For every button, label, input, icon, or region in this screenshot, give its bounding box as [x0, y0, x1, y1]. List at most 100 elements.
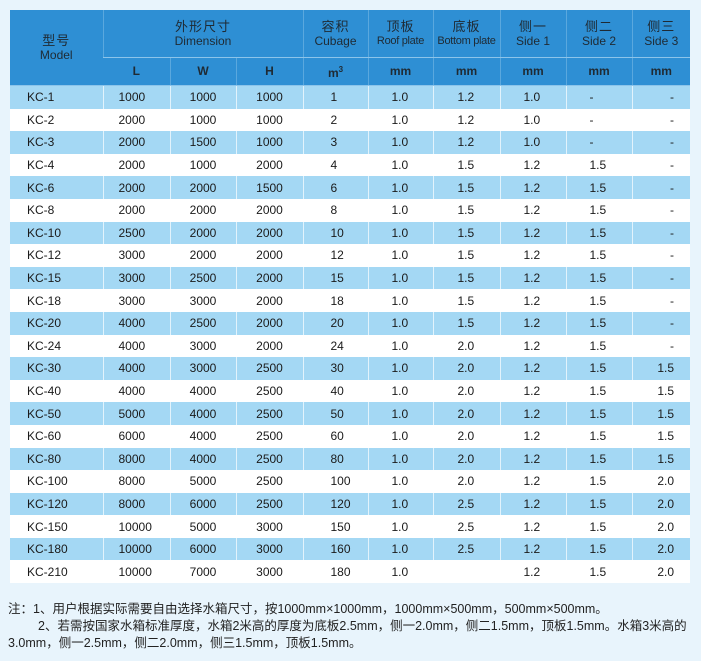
cell-cubage: 8: [302, 198, 368, 222]
cell-side2: 1.5: [565, 221, 632, 245]
unit-roof: mm: [367, 57, 433, 86]
cell-model: KC-120: [10, 492, 103, 516]
cell-roof-plate: 1.0: [367, 153, 433, 177]
header-side2-en: Side 2: [581, 33, 617, 48]
cell-side1: 1.2: [499, 379, 566, 403]
cell-bottom-plate: 1.5: [432, 266, 500, 290]
cell-side1: 1.0: [499, 108, 566, 132]
cell-height: 2500: [235, 470, 303, 493]
cell-cubage: 40: [302, 379, 368, 403]
table-row: KC-20 4000 2500 2000 20 1.0 1.5 1.2 1.5-: [10, 311, 690, 335]
cell-side2: 1.5: [565, 470, 632, 493]
cell-side2: 1.5: [565, 153, 632, 177]
cell-length: 8000: [102, 492, 170, 516]
cell-side3: -: [631, 289, 690, 312]
header-side3-zh: 侧三: [647, 18, 676, 34]
cell-side2: -: [565, 85, 632, 109]
cell-side2: -: [565, 131, 632, 154]
cell-model: KC-24: [10, 334, 103, 358]
header-dimension-zh: 外形尺寸: [174, 18, 231, 34]
cell-cubage: 30: [302, 357, 368, 380]
notes-section: 注：1、用户根据实际需要自由选择水箱尺寸，按1000mm×1000mm，1000…: [8, 601, 701, 652]
header-cubage-en: Cubage: [314, 33, 357, 48]
cell-side1: 1.2: [499, 334, 566, 358]
table-row: KC-8 2000 2000 2000 8 1.0 1.5 1.2 1.5-: [10, 198, 690, 222]
table-row: KC-120 8000 6000 2500 120 1.0 2.5 1.2 1.5 2.0: [10, 492, 690, 516]
cell-model: KC-10: [10, 221, 103, 245]
cell-model: KC-180: [10, 537, 103, 561]
cell-model: KC-20: [10, 311, 103, 335]
cell-roof-plate: 1.0: [367, 492, 433, 516]
table-row: KC-80 8000 4000 2500 80 1.0 2.0 1.2 1.5 1.5: [10, 447, 690, 471]
table-row: KC-210 10000 7000 3000 180 1.0 1.2 1.5 2.0: [10, 560, 690, 584]
header-side2-zh: 侧二: [584, 18, 613, 34]
cell-length: 2000: [102, 131, 170, 154]
cell-height: 2500: [235, 424, 303, 448]
cell-cubage: 6: [302, 176, 368, 199]
header-side1-zh: 侧一: [518, 18, 547, 34]
cell-height: 3000: [235, 537, 303, 561]
table-row: KC-40 4000 4000 2500 40 1.0 2.0 1.2 1.5 1.5: [10, 379, 690, 403]
cell-side2: -: [565, 108, 632, 132]
unit-cubage-base: m: [327, 66, 339, 80]
cell-height: 2000: [235, 221, 303, 245]
cell-cubage: 2: [302, 108, 368, 132]
cell-side1: 1.0: [499, 131, 566, 154]
cell-roof-plate: 1.0: [367, 537, 433, 561]
cell-bottom-plate: 1.2: [432, 108, 500, 132]
cell-width: 6000: [169, 492, 236, 516]
cell-height: 1500: [235, 176, 303, 199]
cell-side1: 1.0: [499, 85, 566, 109]
cell-width: 2500: [169, 266, 236, 290]
cell-side2: 1.5: [565, 357, 632, 380]
cell-side3: 1.5: [631, 379, 690, 403]
cell-side2: 1.5: [565, 447, 632, 471]
cell-model: KC-4: [10, 153, 103, 177]
cell-bottom-plate: 2.0: [432, 357, 500, 380]
cell-side3: -: [631, 198, 690, 222]
table-row: KC-4 2000 1000 2000 4 1.0 1.5 1.2 1.5-: [10, 153, 690, 177]
cell-roof-plate: 1.0: [367, 108, 433, 132]
cell-side1: 1.2: [499, 198, 566, 222]
header-side2: 侧二 Side 2: [565, 10, 632, 58]
cell-side2: 1.5: [565, 334, 632, 358]
cell-bottom-plate: 2.5: [432, 515, 500, 538]
cell-width: 7000: [169, 560, 236, 584]
cell-height: 2000: [235, 198, 303, 222]
cell-length: 4000: [102, 357, 170, 380]
cell-side2: 1.5: [565, 537, 632, 561]
header-model-zh: 型号: [42, 32, 71, 48]
table-header: 型号 Model 外形尺寸 Dimension 容积 Cubage 顶板 Roo…: [10, 10, 690, 86]
cell-width: 3000: [169, 289, 236, 312]
cell-bottom-plate: 1.2: [432, 85, 500, 109]
header-model-en: Model: [39, 47, 73, 62]
cell-roof-plate: 1.0: [367, 334, 433, 358]
unit-side2: mm: [565, 57, 632, 86]
cell-width: 2500: [169, 311, 236, 335]
header-side1: 侧一 Side 1: [499, 10, 566, 58]
header-cubage-zh: 容积: [321, 18, 350, 34]
header-bottom-plate-en: Bottom plate: [437, 34, 496, 47]
cell-cubage: 18: [302, 289, 368, 312]
header-side1-en: Side 1: [515, 33, 551, 48]
cell-roof-plate: 1.0: [367, 198, 433, 222]
cell-side2: 1.5: [565, 244, 632, 267]
cell-length: 2500: [102, 221, 170, 245]
cell-width: 2000: [169, 198, 236, 222]
cell-side2: 1.5: [565, 560, 632, 584]
cell-roof-plate: 1.0: [367, 289, 433, 312]
cell-roof-plate: 1.0: [367, 379, 433, 403]
table-row: KC-24 4000 3000 2000 24 1.0 2.0 1.2 1.5-: [10, 334, 690, 358]
table-row: KC-150 10000 5000 3000 150 1.0 2.5 1.2 1.5 2.0: [10, 515, 690, 538]
cell-bottom-plate: 2.5: [432, 537, 500, 561]
cell-side2: 1.5: [565, 515, 632, 538]
cell-bottom-plate: 2.0: [432, 334, 500, 358]
cell-side2: 1.5: [565, 266, 632, 290]
cell-width: 4000: [169, 402, 236, 425]
cell-height: 2500: [235, 402, 303, 425]
cell-cubage: 24: [302, 334, 368, 358]
cell-side3: 1.5: [631, 357, 690, 380]
cell-side3: -: [631, 108, 690, 132]
cell-width: 3000: [169, 334, 236, 358]
cell-side2: 1.5: [565, 289, 632, 312]
